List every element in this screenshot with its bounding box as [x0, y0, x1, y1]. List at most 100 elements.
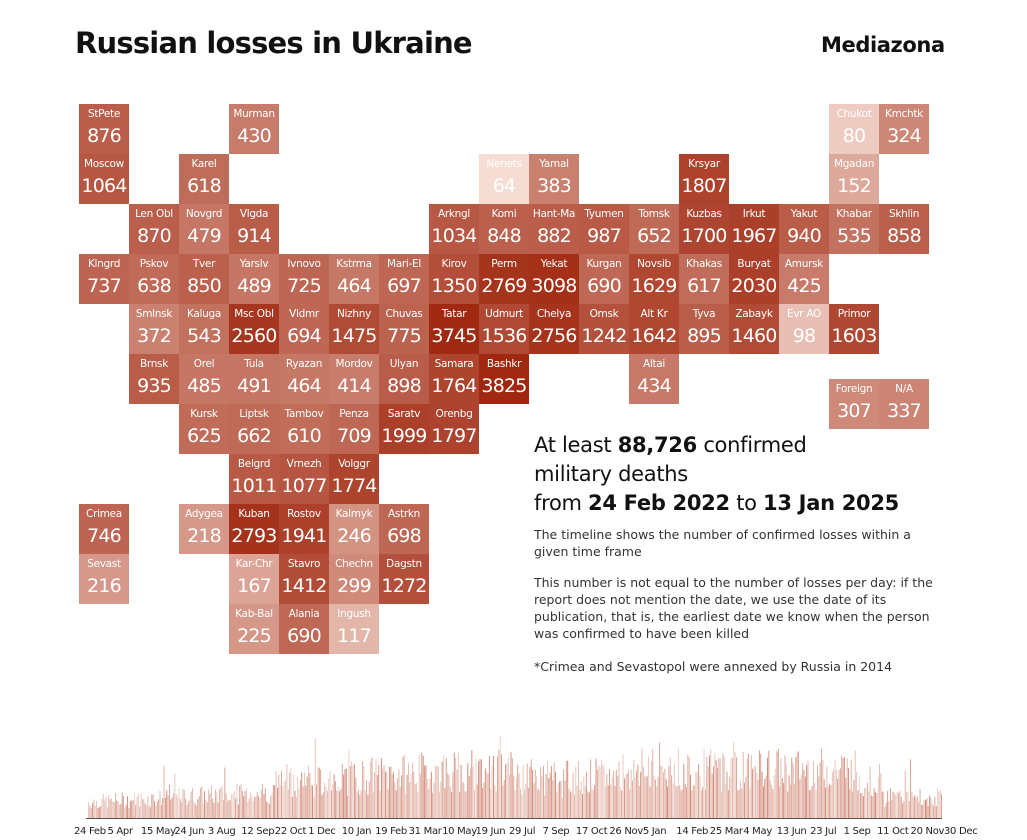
- timeline-bar: [208, 789, 210, 818]
- timeline-bar: [941, 794, 942, 818]
- timeline-bar: [883, 791, 885, 818]
- timeline-bar: [314, 739, 316, 818]
- timeline-bar: [422, 755, 424, 818]
- region-tile-smlnsk: Smlnsk 372: [129, 304, 179, 354]
- timeline-bar: [644, 775, 646, 818]
- timeline-bar: [903, 801, 905, 818]
- region-name: Tula: [244, 358, 264, 370]
- region-value: 64: [492, 175, 516, 197]
- timeline-bar: [572, 772, 574, 818]
- timeline-bar: [313, 796, 315, 818]
- timeline-bar: [159, 790, 161, 818]
- region-value: 914: [237, 225, 272, 247]
- timeline-bar: [734, 751, 736, 818]
- region-tile-evr-ao: Evr AO 98: [779, 304, 829, 354]
- timeline-bar: [561, 798, 563, 818]
- timeline-bar: [835, 769, 837, 818]
- timeline-bar: [934, 796, 936, 818]
- timeline-bar: [803, 769, 805, 818]
- timeline-bar: [348, 749, 350, 818]
- timeline-bar: [395, 790, 397, 818]
- region-tile-tyva: Tyva 895: [679, 304, 729, 354]
- timeline-bar: [437, 766, 439, 818]
- region-name: Volggr: [338, 458, 370, 470]
- timeline-bar: [201, 786, 203, 818]
- timeline-bar: [152, 794, 154, 818]
- timeline-bar: [436, 766, 438, 818]
- timeline-bar: [598, 765, 600, 818]
- timeline-bar: [398, 769, 400, 818]
- timeline-bar: [680, 790, 682, 818]
- region-value: 430: [237, 125, 272, 147]
- timeline-bar: [661, 765, 663, 818]
- timeline-bar: [852, 791, 853, 818]
- timeline-bar: [895, 795, 897, 818]
- region-tile-tambov: Tambov 610: [279, 404, 329, 454]
- timeline-bar: [391, 774, 393, 818]
- region-tile-krsyar: Krsyar 1807: [679, 154, 729, 204]
- timeline-bar: [399, 787, 401, 818]
- region-tile-kuzbas: Kuzbas 1700: [679, 204, 729, 254]
- timeline-bar: [617, 776, 619, 818]
- region-name: Kalmyk: [335, 508, 373, 520]
- timeline-bar: [491, 765, 493, 818]
- timeline-bar: [676, 786, 678, 818]
- timeline-bar: [471, 750, 473, 818]
- region-tile-klngrd: Klngrd 737: [79, 254, 129, 304]
- timeline-bar: [781, 778, 783, 818]
- region-value: 479: [187, 225, 222, 247]
- timeline-bar: [605, 787, 606, 818]
- region-value: 610: [287, 425, 322, 447]
- timeline-bar: [272, 784, 274, 818]
- timeline-bar: [344, 769, 346, 818]
- timeline-bar: [920, 805, 922, 818]
- timeline-bar: [892, 791, 894, 818]
- region-tile-alt-kr: Alt Kr 1642: [629, 304, 679, 354]
- timeline-bar: [790, 784, 791, 818]
- timeline-bar: [609, 769, 610, 818]
- timeline-bar: [929, 795, 930, 818]
- region-value: 1967: [731, 225, 777, 247]
- region-value: 1011: [231, 475, 277, 497]
- region-value: 2793: [231, 525, 277, 547]
- region-name: Chelya: [536, 308, 572, 320]
- timeline-bar: [721, 791, 723, 818]
- timeline-bar: [744, 782, 745, 818]
- region-value: 987: [587, 225, 622, 247]
- region-name: Karel: [191, 158, 217, 170]
- timeline-bar: [595, 758, 597, 818]
- region-name: Foreign: [835, 383, 873, 395]
- timeline-bar: [316, 784, 318, 818]
- timeline-bar: [264, 787, 266, 818]
- timeline-bar: [769, 780, 771, 818]
- timeline-bar: [318, 767, 320, 818]
- timeline-x-label: 4 May: [743, 826, 772, 837]
- timeline-bar: [632, 780, 633, 818]
- timeline-bar: [911, 792, 913, 818]
- region-name: Yekat: [540, 258, 568, 270]
- timeline-bar: [804, 776, 806, 818]
- region-name: Hant-Ma: [532, 208, 576, 220]
- timeline-bar: [129, 800, 131, 818]
- timeline-bar: [322, 792, 324, 818]
- region-tile-omsk: Omsk 1242: [579, 304, 629, 354]
- timeline-bar: [460, 764, 462, 818]
- timeline-bar: [907, 792, 909, 818]
- timeline-bar: [533, 783, 535, 818]
- timeline-bar: [205, 800, 207, 818]
- timeline-x-label: 12 Sep: [241, 826, 275, 837]
- region-tile-stpete: StPete 876: [79, 104, 129, 154]
- timeline-bar: [360, 790, 362, 818]
- timeline-bar: [185, 798, 187, 818]
- timeline-bar: [375, 759, 377, 818]
- timeline-bar: [210, 785, 212, 818]
- region-tile-chukot: Chukot 80: [829, 104, 879, 154]
- timeline-bar: [695, 772, 697, 818]
- region-value: 1536: [481, 325, 527, 347]
- timeline-bar: [212, 798, 214, 818]
- timeline-bar: [694, 785, 696, 818]
- timeline-bar: [902, 803, 903, 818]
- timeline-bar: [822, 760, 824, 818]
- timeline-x-label: 3 Aug: [207, 826, 236, 837]
- timeline-bar: [321, 794, 323, 818]
